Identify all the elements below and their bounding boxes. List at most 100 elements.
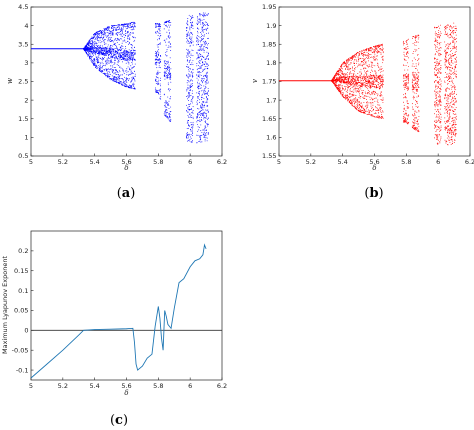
bifurcation-point	[191, 117, 193, 119]
bifurcation-point	[417, 106, 418, 108]
bifurcation-point	[200, 107, 202, 109]
bifurcation-point	[204, 29, 205, 30]
bifurcation-point	[97, 31, 99, 33]
bifurcation-point	[186, 36, 188, 38]
bifurcation-point	[89, 50, 91, 52]
bifurcation-point	[434, 127, 435, 129]
bifurcation-point	[169, 88, 171, 90]
bifurcation-point	[415, 86, 417, 88]
bifurcation-point	[197, 81, 198, 83]
bifurcation-point	[377, 80, 378, 82]
bifurcation-point	[345, 64, 346, 66]
bifurcation-point	[402, 42, 404, 44]
bifurcation-point	[189, 15, 191, 17]
bifurcation-point	[169, 117, 171, 119]
bifurcation-point	[164, 71, 166, 73]
bifurcation-point	[341, 95, 343, 97]
bifurcation-point	[361, 104, 363, 106]
bifurcation-point	[198, 65, 200, 66]
bifurcation-point	[435, 86, 436, 88]
bifurcation-point	[197, 134, 199, 136]
bifurcation-point	[206, 51, 208, 53]
bifurcation-point	[435, 65, 437, 67]
bifurcation-point	[116, 45, 117, 47]
bifurcation-point	[106, 74, 108, 76]
bifurcation-point	[95, 33, 97, 35]
bifurcation-point	[130, 58, 132, 60]
bifurcation-point	[202, 30, 204, 31]
bifurcation-point	[167, 47, 169, 49]
bifurcation-point	[89, 52, 91, 54]
bifurcation-point	[415, 65, 417, 67]
bifurcation-point	[165, 22, 167, 23]
bifurcation-point	[103, 56, 105, 58]
bifurcation-point	[416, 59, 418, 61]
bifurcation-point	[382, 111, 384, 113]
bifurcation-point	[345, 96, 347, 98]
bifurcation-point	[156, 58, 158, 60]
bifurcation-point	[369, 49, 370, 51]
bifurcation-point	[106, 59, 108, 61]
bifurcation-point	[130, 53, 132, 55]
bifurcation-point	[202, 101, 204, 103]
bifurcation-point	[117, 59, 119, 60]
bifurcation-point	[338, 88, 340, 89]
bifurcation-point	[351, 99, 353, 101]
bifurcation-point	[360, 84, 362, 86]
bifurcation-point	[165, 103, 167, 104]
bifurcation-point	[187, 18, 189, 19]
bifurcation-point	[408, 103, 409, 105]
bifurcation-point	[360, 64, 362, 66]
bifurcation-point	[189, 113, 191, 115]
bifurcation-point	[159, 93, 161, 95]
bifurcation-point	[414, 118, 416, 120]
bifurcation-point	[126, 32, 128, 34]
bifurcation-point	[163, 23, 165, 25]
bifurcation-point	[159, 36, 161, 38]
bifurcation-point	[120, 82, 122, 84]
bifurcation-point	[417, 77, 419, 79]
bifurcation-point	[88, 55, 90, 57]
bifurcation-point	[134, 63, 136, 65]
bifurcation-point	[347, 84, 348, 86]
bifurcation-point	[128, 84, 130, 86]
bifurcation-point	[111, 60, 113, 62]
bifurcation-point	[408, 77, 409, 79]
bifurcation-point	[414, 126, 416, 128]
bifurcation-point	[359, 51, 361, 53]
bifurcation-point	[190, 31, 191, 33]
bifurcation-point	[115, 81, 117, 83]
bifurcation-point	[201, 22, 203, 23]
bifurcation-point	[168, 21, 170, 22]
bifurcation-point	[113, 64, 115, 66]
y-tick-label: 1.75	[262, 78, 276, 86]
bifurcation-point	[119, 38, 121, 40]
bifurcation-point	[96, 50, 98, 52]
bifurcation-point	[197, 99, 198, 101]
bifurcation-point	[164, 60, 166, 62]
bifurcation-point	[418, 109, 420, 111]
bifurcation-point	[197, 96, 199, 98]
bifurcation-point	[122, 70, 124, 72]
bifurcation-point	[362, 107, 364, 109]
bifurcation-point	[112, 27, 114, 29]
bifurcation-point	[191, 134, 193, 136]
bifurcation-point	[413, 74, 415, 76]
bifurcation-point	[371, 114, 373, 116]
bifurcation-point	[129, 58, 131, 60]
bifurcation-point	[96, 47, 98, 49]
bifurcation-point	[165, 100, 167, 102]
bifurcation-point	[357, 77, 359, 79]
bifurcation-point	[434, 126, 436, 127]
bifurcation-point	[167, 62, 168, 64]
bifurcation-point	[405, 47, 407, 49]
bifurcation-point	[196, 117, 198, 119]
bifurcation-point	[373, 113, 375, 114]
bifurcation-point	[362, 93, 364, 95]
bifurcation-point	[344, 69, 346, 71]
bifurcation-point	[128, 25, 130, 27]
bifurcation-point	[186, 66, 187, 67]
bifurcation-point	[196, 22, 198, 24]
bifurcation-point	[111, 57, 113, 59]
bifurcation-point	[116, 47, 118, 48]
